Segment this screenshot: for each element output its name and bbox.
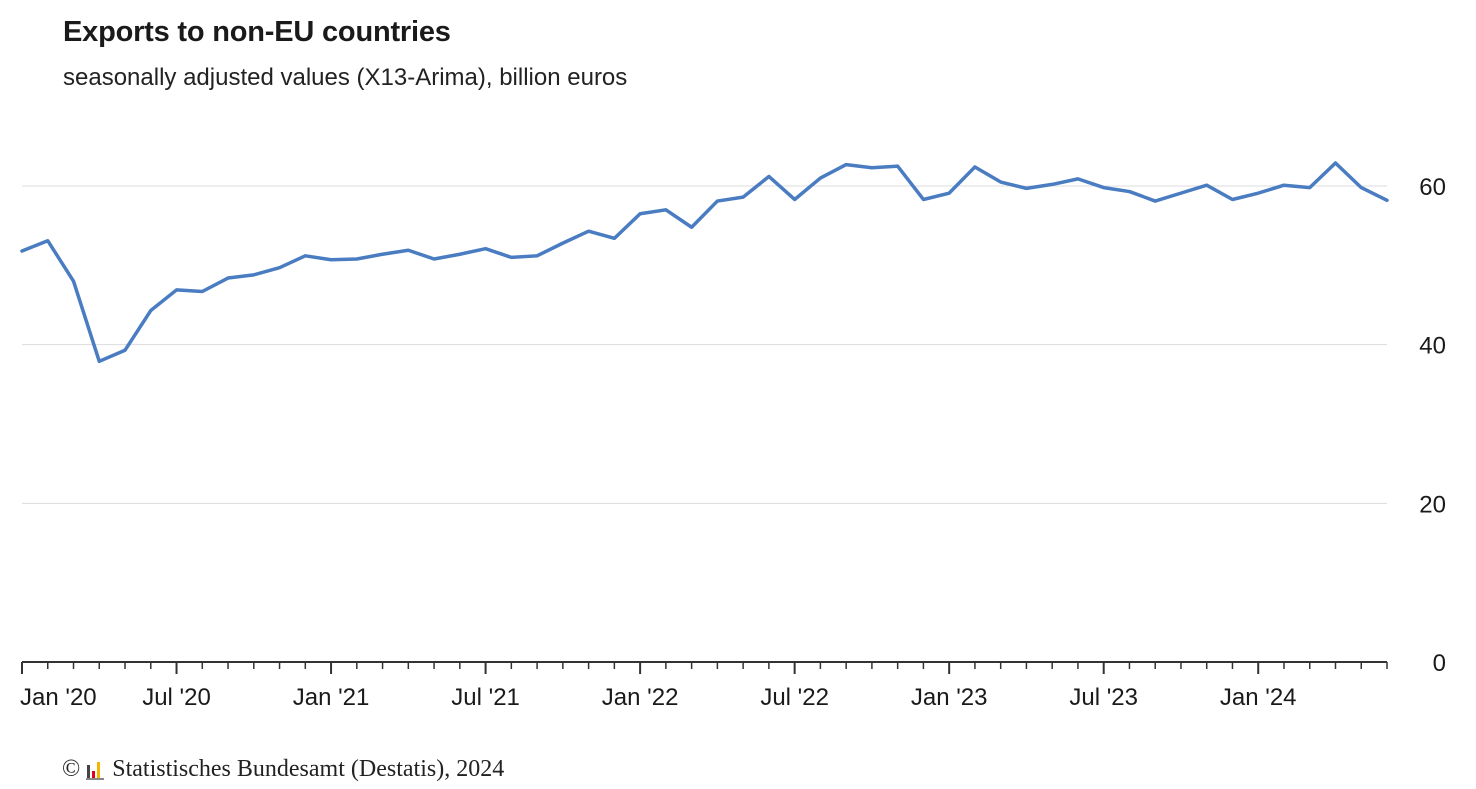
chart-subtitle: seasonally adjusted values (X13-Arima), …: [63, 64, 628, 91]
copyright-symbol: ©: [62, 756, 81, 782]
y-tick-label: 40: [1419, 333, 1446, 360]
x-tick-label: Jan '20: [20, 684, 97, 711]
y-axis-ticks: 0 20 40 60: [1419, 174, 1446, 677]
x-tick-label: Jan '23: [911, 684, 988, 711]
chart-title: Exports to non-EU countries: [63, 16, 451, 48]
x-tick-label: Jan '24: [1220, 684, 1297, 711]
source-text: Statistisches Bundesamt (Destatis), 2024: [112, 756, 505, 782]
x-tick-label: Jul '20: [142, 684, 211, 711]
x-tick-label: Jan '22: [602, 684, 679, 711]
x-tick-label: Jul '21: [451, 684, 520, 711]
series-line-0: [20, 161, 1389, 364]
y-tick-label: 0: [1433, 650, 1446, 677]
x-axis: [21, 661, 1388, 674]
x-tick-label: Jul '22: [760, 684, 829, 711]
y-tick-label: 20: [1419, 491, 1446, 518]
x-tick-label: Jul '23: [1069, 684, 1138, 711]
destatis-logo-icon: [86, 760, 106, 780]
source-footer: © Statistisches Bundesamt (Destatis), 20…: [62, 756, 504, 783]
x-tick-label: Jan '21: [293, 684, 370, 711]
x-axis-tick-labels: Jan '20 Jul '20 Jan '21 Jul '21 Jan '22 Jul '…: [20, 684, 1297, 711]
y-tick-label: 60: [1419, 174, 1446, 201]
series-lines: [20, 161, 1389, 364]
gridlines: [22, 185, 1387, 504]
